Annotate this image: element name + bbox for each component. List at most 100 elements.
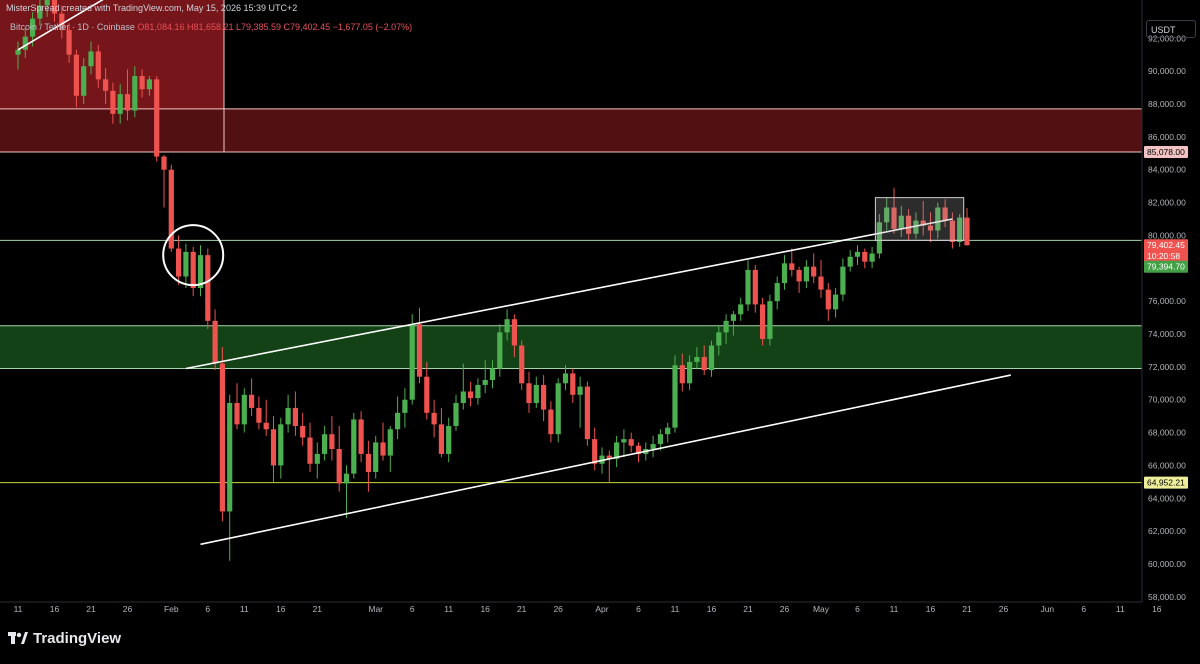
candle: [730, 310, 736, 336]
candle: [117, 84, 123, 124]
x-tick-label: Feb: [164, 604, 179, 614]
candle: [183, 243, 189, 288]
candle: [701, 345, 707, 376]
circle-marker[interactable]: [162, 224, 225, 287]
candle: [489, 360, 496, 389]
candle: [833, 287, 839, 318]
candle: [781, 255, 788, 290]
candle: [168, 164, 174, 252]
candle: [884, 197, 890, 231]
candle: [942, 199, 948, 228]
candle: [358, 411, 364, 463]
candle: [847, 250, 853, 272]
candle: [314, 442, 320, 479]
channel-lower-trendline[interactable]: [200, 374, 1011, 546]
candle: [679, 353, 685, 392]
candle: [416, 307, 423, 384]
candle: [767, 294, 773, 346]
candle: [869, 246, 875, 269]
candle: [796, 266, 802, 293]
candle: [161, 154, 167, 208]
candle: [336, 425, 342, 492]
candle: [307, 422, 313, 472]
candle: [468, 381, 474, 407]
symbol-name[interactable]: Bitcoin / Tether · 1D · Coinbase: [10, 22, 135, 32]
candle: [511, 314, 517, 357]
old-trendline[interactable]: [17, 0, 135, 51]
x-tick-label: 26: [553, 604, 563, 614]
x-tick-label: Mar: [368, 604, 383, 614]
candle: [570, 368, 576, 403]
bid-price-tag: [1144, 260, 1188, 273]
candle: [738, 297, 744, 321]
candle: [241, 388, 247, 433]
candle: [190, 246, 196, 297]
candle: [927, 212, 934, 242]
y-tick-label: 68,000.00: [1148, 428, 1186, 438]
x-tick-label: 11: [890, 604, 899, 614]
x-tick-label: 21: [313, 604, 323, 614]
y-tick-label: 82,000.00: [1148, 198, 1186, 208]
candle: [752, 264, 758, 313]
candle: [438, 407, 444, 458]
x-tick-label: 11: [14, 604, 23, 614]
candle: [789, 248, 795, 277]
candle: [708, 340, 715, 377]
y-tick-label: 74,000.00: [1148, 329, 1186, 339]
candle: [774, 276, 780, 310]
candle: [504, 309, 510, 341]
supply-zone: [0, 108, 1142, 152]
candle: [66, 23, 72, 63]
candle: [825, 283, 831, 321]
x-tick-label: 26: [780, 604, 790, 614]
brand-logo: TradingView: [8, 630, 121, 648]
x-tick-label: 26: [999, 604, 1009, 614]
candle: [256, 396, 262, 430]
candle: [475, 378, 481, 405]
candle: [760, 297, 766, 346]
x-tick-label: 11: [671, 604, 680, 614]
support-price-tag: [1144, 476, 1188, 489]
y-tick-label: 86,000.00: [1148, 132, 1186, 142]
candle: [949, 212, 955, 249]
candle: [81, 57, 87, 104]
x-tick-label: 16: [1152, 604, 1162, 614]
candle: [548, 401, 554, 443]
candle: [365, 440, 371, 492]
candle: [373, 435, 379, 479]
candle: [745, 260, 751, 311]
candle: [584, 381, 590, 446]
candle: [424, 361, 430, 420]
x-tick-label: Apr: [595, 604, 608, 614]
y-tick-label: 92,000.00: [1148, 33, 1186, 43]
candle: [51, 0, 58, 22]
candle: [460, 363, 466, 410]
candle: [840, 258, 846, 302]
price-axis[interactable]: [1142, 0, 1200, 659]
candle: [541, 375, 547, 422]
y-tick-label: 84,000.00: [1148, 165, 1186, 175]
x-tick-label: 16: [480, 604, 490, 614]
currency-button[interactable]: USDT: [1146, 20, 1196, 38]
tradingview-logo-icon: [8, 631, 28, 648]
candle: [37, 0, 43, 26]
candle: [176, 235, 182, 285]
y-tick-label: 58,000.00: [1148, 592, 1186, 602]
candle: [15, 41, 21, 70]
candle: [73, 49, 79, 108]
candle: [482, 360, 488, 394]
channel-upper-trendline[interactable]: [185, 218, 953, 370]
candle: [234, 383, 240, 430]
x-tick-label: 21: [517, 604, 527, 614]
candle: [270, 416, 277, 482]
candle: [292, 391, 298, 436]
candle: [497, 324, 503, 377]
candle: [920, 200, 926, 236]
candle: [431, 399, 437, 438]
symbol-legend[interactable]: Bitcoin / Tether · 1D · Coinbase O81,084…: [10, 22, 412, 32]
resistance-price-tag-text: 85,078.00: [1147, 147, 1185, 157]
candle: [687, 355, 693, 390]
x-tick-label: 21: [962, 604, 972, 614]
consolidation-box[interactable]: [874, 197, 965, 241]
